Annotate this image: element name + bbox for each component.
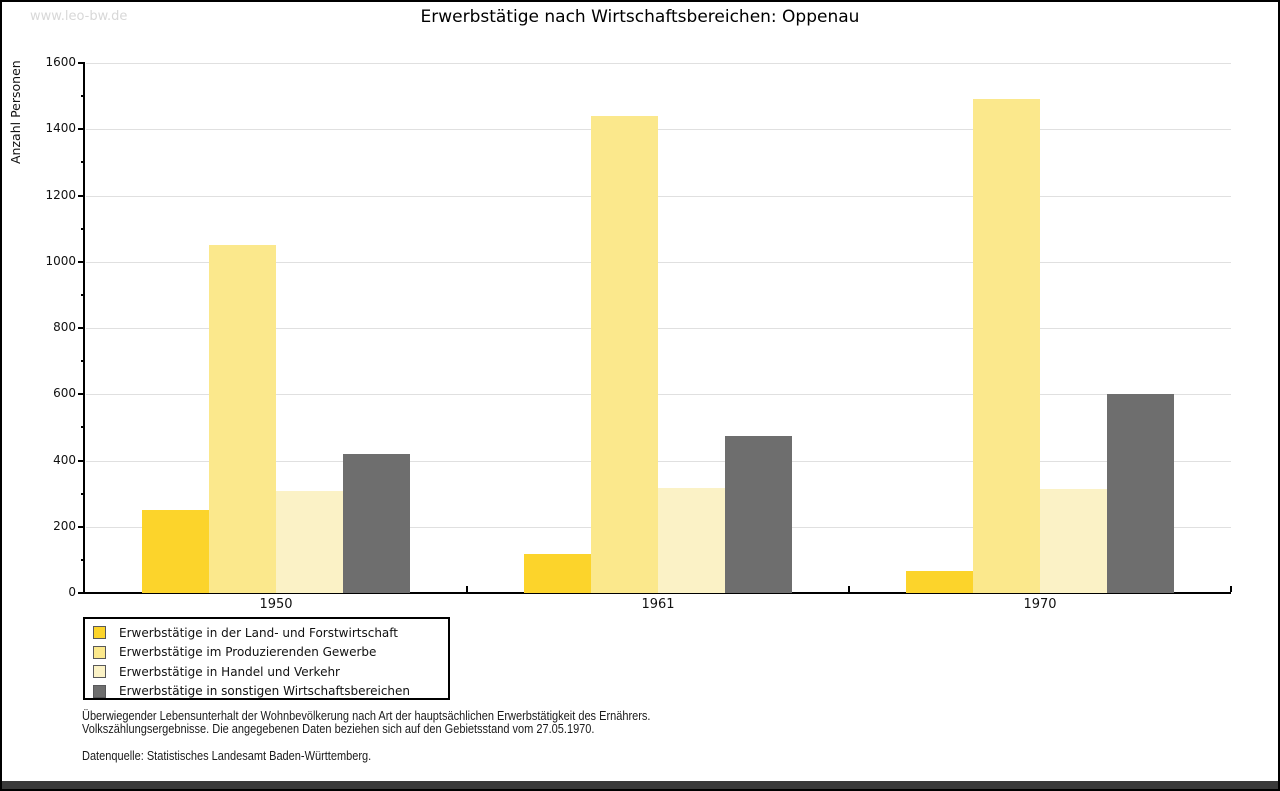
source-note: Datenquelle: Statistisches Landesamt Bad…: [82, 749, 372, 763]
page-title: Erwerbstätige nach Wirtschaftsbereichen:…: [420, 7, 860, 27]
y-major-tick: [78, 62, 85, 64]
bar-1950-series-3: [276, 491, 343, 593]
legend-item: Erwerbstätige in der Land- und Forstwirt…: [93, 626, 398, 640]
y-major-tick: [78, 128, 85, 131]
x-axis-line: [83, 592, 1231, 594]
gridline: [86, 129, 1231, 131]
y-tick-label: 1400: [45, 121, 76, 136]
y-axis-line: [83, 63, 85, 593]
x-boundary-tick: [848, 586, 850, 592]
gridline: [86, 394, 1231, 396]
watermark: www.leo-bw.de: [30, 9, 128, 24]
x-boundary-tick: [466, 586, 468, 592]
bar-1970-series-1: [906, 571, 973, 593]
y-tick-label: 1200: [45, 187, 76, 202]
legend-swatch-icon: [93, 665, 106, 678]
y-major-tick: [78, 459, 85, 462]
bar-1950-series-2: [209, 244, 276, 593]
bar-1970-series-2: [973, 98, 1040, 593]
legend-swatch-icon: [93, 645, 106, 659]
gridline: [86, 63, 1231, 64]
y-major-tick: [78, 592, 85, 594]
legend-swatch-icon: [93, 684, 106, 698]
footnote-line-1: Überwiegender Lebensunterhalt der Wohnbe…: [82, 709, 651, 723]
y-axis-label: Anzahl Personen: [8, 60, 23, 164]
bar-1961-series-4: [725, 436, 792, 593]
footnote-line-2: Volkszählungsergebnisse. Die angegebenen…: [82, 721, 595, 736]
y-tick-label: 1000: [45, 253, 76, 268]
legend-item: Erwerbstätige in Handel und Verkehr: [93, 665, 340, 679]
y-major-tick: [78, 525, 85, 528]
legend-item: Erwerbstätige im Produzierenden Gewerbe: [93, 645, 376, 659]
bar-1961-series-3: [658, 488, 725, 593]
y-tick-label: 0: [68, 585, 76, 599]
bar-1950-series-4: [343, 454, 410, 593]
x-tick-label: 1950: [259, 597, 293, 612]
bar-1970-series-3: [1040, 488, 1107, 593]
x-tick-label: 1970: [1023, 597, 1057, 612]
gridline: [86, 328, 1231, 329]
bar-1970-series-4: [1107, 394, 1174, 593]
bar-1950-series-1: [142, 510, 209, 593]
gridline: [86, 460, 1231, 462]
x-tick-label: 1961: [641, 597, 675, 612]
gridline: [86, 261, 1231, 263]
bottom-bar: [2, 781, 1278, 789]
bar-1961-series-2: [591, 115, 658, 593]
y-tick-label: 200: [53, 518, 76, 533]
x-boundary-tick: [1230, 586, 1232, 592]
y-tick-label: 1600: [45, 55, 76, 69]
y-tick-label: 600: [53, 386, 76, 401]
legend-swatch-icon: [93, 626, 106, 639]
footnote: Überwiegender Lebensunterhalt der Wohnbe…: [82, 710, 650, 736]
y-major-tick: [78, 327, 85, 329]
legend-label: Erwerbstätige in sonstigen Wirtschaftsbe…: [119, 684, 411, 698]
y-major-tick: [78, 260, 85, 263]
bar-1961-series-1: [524, 553, 591, 593]
legend-label: Erwerbstätige in der Land- und Forstwirt…: [119, 625, 398, 640]
y-tick-label: 400: [53, 452, 76, 467]
y-tick-label: 800: [53, 320, 76, 334]
legend-item: Erwerbstätige in sonstigen Wirtschaftsbe…: [93, 684, 410, 698]
legend-label: Erwerbstätige in Handel und Verkehr: [119, 664, 340, 679]
y-major-tick: [78, 393, 85, 396]
y-major-tick: [78, 194, 85, 197]
legend: Erwerbstätige in der Land- und Forstwirt…: [83, 617, 450, 700]
legend-label: Erwerbstätige im Produzierenden Gewerbe: [119, 645, 377, 659]
gridline: [86, 195, 1231, 197]
